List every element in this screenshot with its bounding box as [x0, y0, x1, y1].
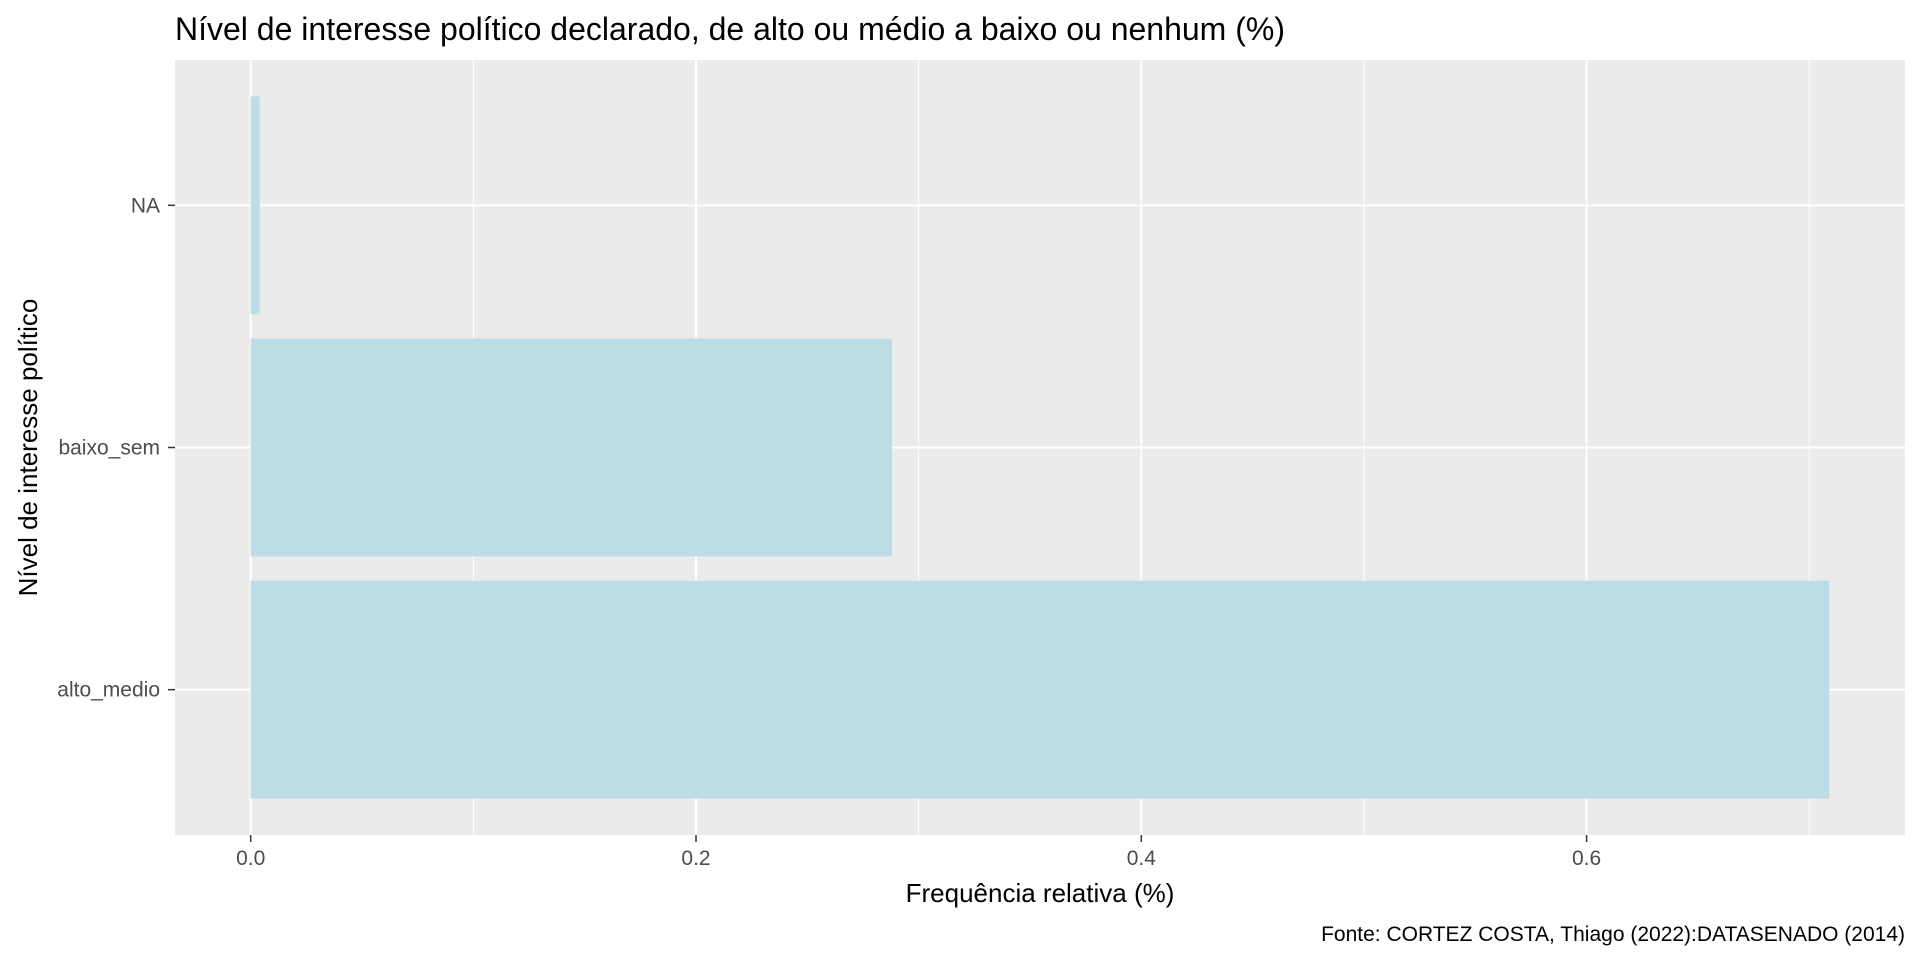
y-tick-label: NA	[131, 194, 160, 217]
x-tick-label: 0.4	[1127, 847, 1157, 870]
bar-NA	[250, 96, 260, 315]
y-axis-ticks: alto_medio baixo_sem NA	[57, 194, 175, 702]
chart-title: Nível de interesse político declarado, d…	[175, 11, 1285, 47]
x-tick-label: 0.2	[681, 847, 710, 870]
x-tick-label: 0.6	[1572, 847, 1601, 870]
source-caption: Fonte: CORTEZ COSTA, Thiago (2022):DATAS…	[1321, 923, 1905, 946]
bars	[250, 96, 1830, 799]
x-tick-label: 0.0	[236, 847, 265, 870]
y-tick-label: alto_medio	[57, 679, 160, 702]
y-tick-label: baixo_sem	[58, 437, 160, 460]
x-axis-title: Frequência relativa (%)	[906, 878, 1175, 908]
y-axis-title: Nível de interesse político	[13, 299, 43, 597]
bar-baixo_sem	[250, 338, 892, 557]
x-axis-ticks: 0.0 0.2 0.4 0.6	[236, 835, 1601, 870]
bar-alto_medio	[250, 580, 1830, 799]
